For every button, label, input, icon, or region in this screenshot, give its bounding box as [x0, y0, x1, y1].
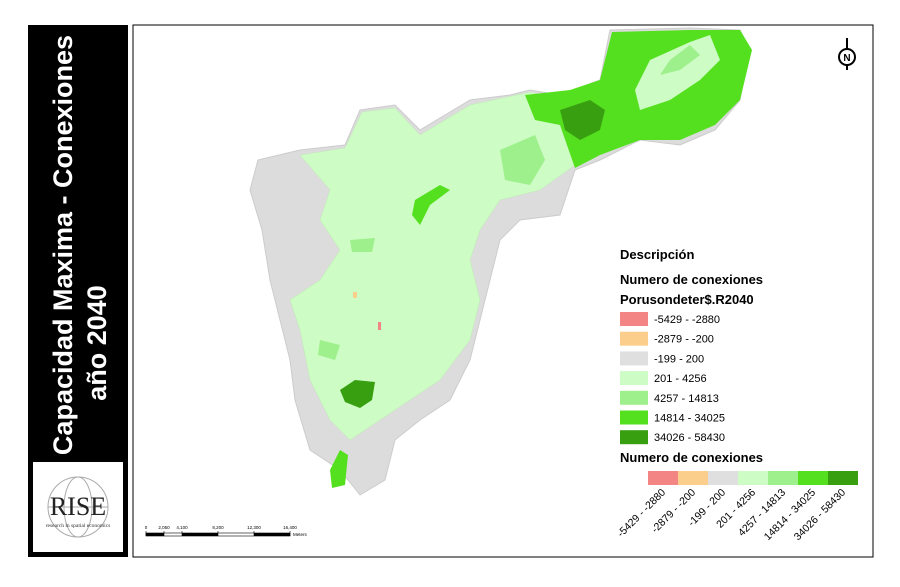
scale-bar-label: 12,300: [247, 525, 261, 530]
zone-mid: [500, 135, 545, 185]
title-group: Capacidad Maxima - Conexiones año 2040: [48, 35, 112, 455]
scale-bar-unit: Meters: [293, 532, 308, 537]
zone-mid: [318, 340, 340, 360]
legend-label: 14814 - 34025: [654, 413, 725, 425]
legend-swatch: [620, 351, 648, 366]
title-line: Capacidad Maxima - Conexiones: [48, 35, 78, 455]
legend-field: Porusondeter$.R2040: [620, 292, 754, 307]
legend-swatch: [620, 410, 648, 425]
zone-dark: [560, 100, 605, 140]
scale-bar-block: [254, 533, 290, 536]
legend-swatch: [620, 371, 648, 386]
legend-label: 34026 - 58430: [654, 432, 725, 444]
logo-tagline: research in spatial economics: [46, 523, 111, 529]
zone-orange: [353, 292, 357, 298]
legend-items: -5429 - -2880 -2879 - -200 -199 - 200 201 -…: [620, 312, 725, 445]
title-line: año 2040: [82, 285, 112, 401]
colorbar-segment: [798, 471, 828, 485]
colorbar-segment: [678, 471, 708, 485]
scale-bar-label: 4,100: [176, 525, 188, 530]
colorbar-segment: [828, 471, 858, 485]
scale-bar-block: [146, 533, 164, 536]
scale-bar-label: 8,200: [212, 525, 224, 530]
logo-name: RISE: [50, 492, 106, 521]
scale-bar-block: [182, 533, 218, 536]
zone-red: [378, 322, 381, 330]
colorbar-title: Numero de conexiones: [620, 450, 763, 465]
colorbar-segment: [768, 471, 798, 485]
scale-bar-label: 2,050: [158, 525, 170, 530]
legend-subheading: Numero de conexiones: [620, 272, 763, 287]
zone-mid: [350, 238, 375, 252]
north-arrow-label: N: [843, 53, 850, 64]
zone-light: [289, 91, 576, 441]
scale-bar-label: 0: [145, 525, 148, 530]
legend-label: -5429 - -2880: [654, 314, 720, 326]
legend-swatch: [620, 312, 648, 326]
legend-label: 201 - 4256: [654, 373, 707, 385]
north-arrow: N: [838, 38, 856, 70]
scale-bar: 0 2,050 4,100 8,200 12,300 16,400 Meters: [145, 525, 308, 537]
zone-bright: [412, 185, 450, 225]
scale-bar-label: 16,400: [283, 525, 297, 530]
legend-swatch: [620, 430, 648, 445]
north-arrow-circle: [838, 48, 856, 66]
legend-label: -2879 - -200: [654, 334, 714, 346]
legend-label: -199 - 200: [654, 353, 704, 365]
zone-mid: [660, 45, 700, 75]
colorbar-segment: [708, 471, 738, 485]
colorbar-segment: [738, 471, 768, 485]
legend-swatch: [620, 390, 648, 405]
colorbar-segment: [648, 471, 678, 485]
legend-heading: Descripción: [620, 247, 694, 262]
zone-dark: [340, 380, 375, 408]
legend-swatch: [620, 331, 648, 346]
zone-bright: [330, 450, 348, 488]
legend-label: 4257 - 14813: [654, 393, 719, 405]
